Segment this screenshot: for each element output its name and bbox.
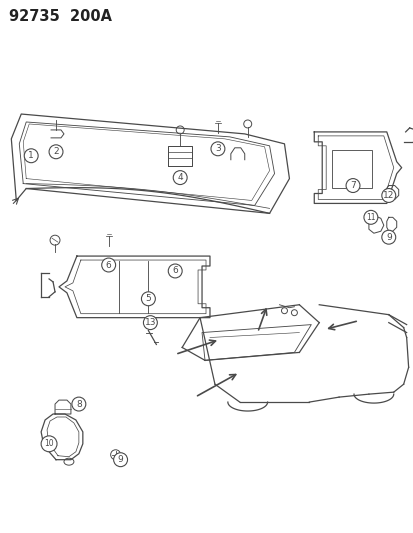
Text: 1: 1 xyxy=(28,151,34,160)
Circle shape xyxy=(345,179,359,192)
Circle shape xyxy=(49,145,63,159)
Circle shape xyxy=(113,453,127,467)
Circle shape xyxy=(381,189,395,203)
Circle shape xyxy=(141,292,155,306)
Circle shape xyxy=(381,230,395,244)
Circle shape xyxy=(168,264,182,278)
Text: 4: 4 xyxy=(177,173,183,182)
Circle shape xyxy=(173,171,187,184)
Text: 8: 8 xyxy=(76,400,81,409)
Text: 6: 6 xyxy=(172,266,178,276)
Text: 3: 3 xyxy=(214,144,220,154)
Circle shape xyxy=(102,258,115,272)
Text: 13: 13 xyxy=(144,318,156,327)
Text: 9: 9 xyxy=(117,455,123,464)
Circle shape xyxy=(72,397,85,411)
Circle shape xyxy=(211,142,224,156)
Text: 92735  200A: 92735 200A xyxy=(9,9,112,24)
Text: 11: 11 xyxy=(365,213,375,222)
Circle shape xyxy=(143,316,157,329)
Circle shape xyxy=(41,436,57,452)
Text: 12: 12 xyxy=(382,191,394,200)
Circle shape xyxy=(363,211,377,224)
Text: 10: 10 xyxy=(44,439,54,448)
Text: 9: 9 xyxy=(385,233,391,241)
Circle shape xyxy=(24,149,38,163)
Text: 6: 6 xyxy=(106,261,111,270)
Text: 2: 2 xyxy=(53,147,59,156)
Bar xyxy=(331,150,371,188)
Text: 7: 7 xyxy=(349,181,355,190)
Text: 5: 5 xyxy=(145,294,151,303)
